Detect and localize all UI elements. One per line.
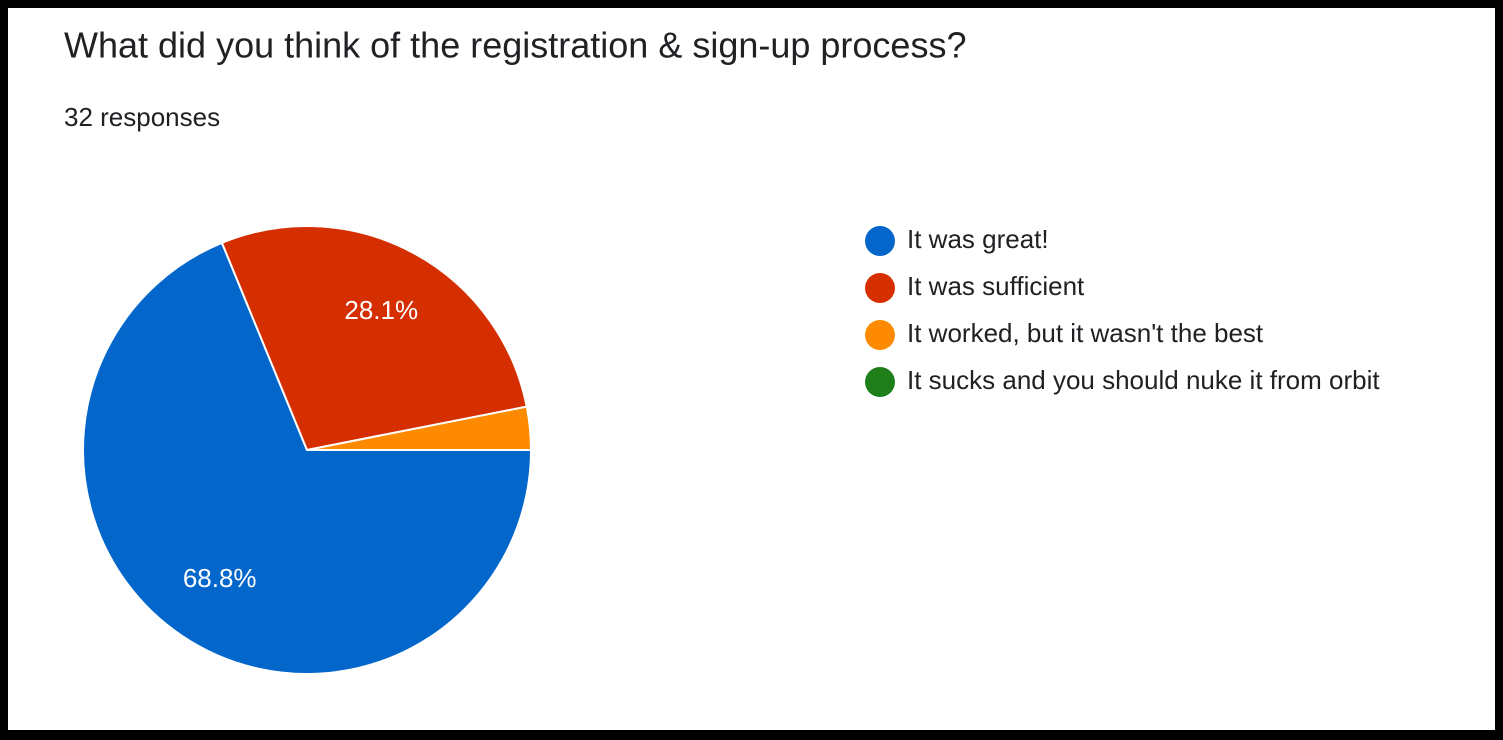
legend-label: It was great! [907,224,1049,254]
legend-label: It worked, but it wasn't the best [907,318,1264,348]
legend-marker [865,226,895,256]
legend-label: It was sufficient [907,271,1085,301]
chart-title: What did you think of the registration &… [64,25,966,66]
slice-label: 28.1% [344,295,418,325]
chart-subtitle: 32 responses [64,102,220,132]
legend-marker [865,367,895,397]
pie-slice [82,241,533,675]
legend-marker [865,273,895,303]
pie-slice [220,225,528,452]
legend-marker [865,320,895,350]
legend-label: It sucks and you should nuke it from orb… [907,365,1380,395]
slice-label: 68.8% [183,563,257,593]
